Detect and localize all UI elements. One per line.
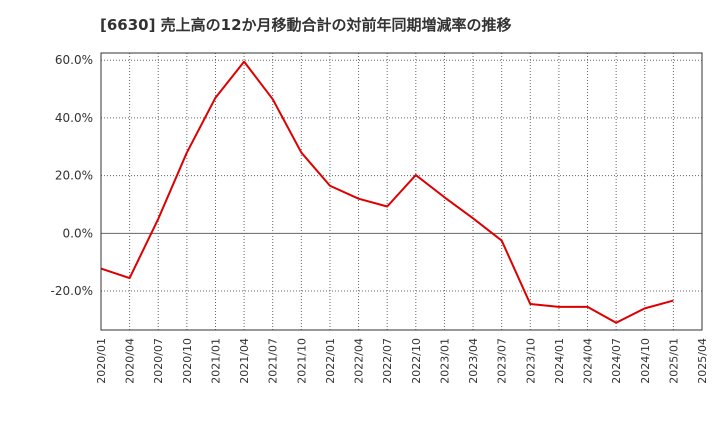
x-tick-label: 2024/10 bbox=[639, 338, 652, 384]
x-tick-label: 2022/10 bbox=[410, 338, 423, 384]
y-tick-label: 40.0% bbox=[55, 111, 93, 125]
y-tick-label: 0.0% bbox=[63, 226, 94, 240]
x-tick-label: 2020/04 bbox=[124, 338, 137, 384]
x-tick-label: 2021/04 bbox=[238, 338, 251, 384]
y-tick-label: 60.0% bbox=[55, 53, 93, 67]
x-tick-label: 2025/04 bbox=[696, 338, 709, 384]
x-tick-label: 2021/07 bbox=[267, 338, 280, 384]
x-tick-label: 2024/04 bbox=[582, 338, 595, 384]
plot-frame bbox=[100, 52, 703, 331]
x-tick-label: 2024/07 bbox=[610, 338, 623, 384]
x-tick-label: 2020/01 bbox=[95, 338, 108, 384]
x-tick-label: 2022/01 bbox=[324, 338, 337, 384]
x-tick-label: 2024/01 bbox=[553, 338, 566, 384]
chart-title: [6630] 売上高の12か月移動合計の対前年同期増減率の推移 bbox=[100, 16, 512, 34]
x-tick-label: 2023/04 bbox=[467, 338, 480, 384]
x-tick-label: 2023/10 bbox=[524, 338, 537, 384]
x-tick-label: 2025/01 bbox=[667, 338, 680, 384]
x-tick-label: 2023/07 bbox=[496, 338, 509, 384]
y-tick-label: -20.0% bbox=[51, 284, 93, 298]
x-tick-label: 2022/04 bbox=[353, 338, 366, 384]
series-line bbox=[100, 60, 674, 324]
x-tick-label: 2022/07 bbox=[381, 338, 394, 384]
x-tick-label: 2023/01 bbox=[438, 338, 451, 384]
x-tick-label: 2021/10 bbox=[295, 338, 308, 384]
y-tick-label: 20.0% bbox=[55, 169, 93, 183]
x-tick-label: 2020/10 bbox=[181, 338, 194, 384]
x-tick-label: 2020/07 bbox=[152, 338, 165, 384]
x-tick-label: 2021/01 bbox=[209, 338, 222, 384]
